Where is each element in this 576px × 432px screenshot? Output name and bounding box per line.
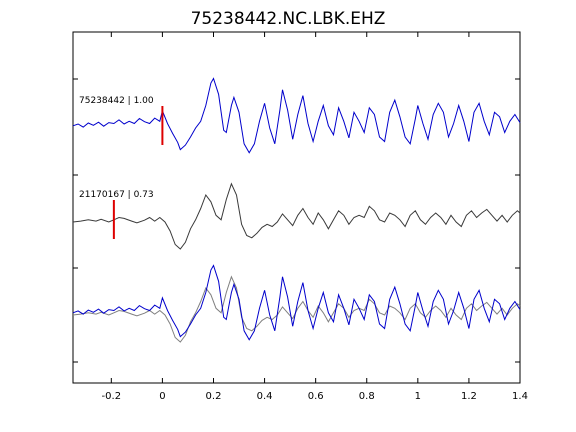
y-tick-marks xyxy=(73,78,520,363)
x-tick-label: -0.2 xyxy=(102,391,122,402)
trace-label-2: 21170167 | 0.73 xyxy=(79,190,154,200)
chart-title: 75238442.NC.LBK.EHZ xyxy=(191,9,386,29)
waveform-trace-1 xyxy=(72,77,521,154)
x-tick-label: 1.4 xyxy=(512,391,528,402)
trace-layer xyxy=(72,77,521,343)
x-tick-label: 0.4 xyxy=(257,391,273,402)
plot-area xyxy=(72,31,521,384)
trace-label-1: 75238442 | 1.00 xyxy=(79,96,154,106)
x-tick-label: 0.6 xyxy=(308,391,324,402)
x-tick-label: 0.8 xyxy=(359,391,375,402)
plot-frame xyxy=(72,31,521,384)
x-tick-label: 0 xyxy=(159,391,165,402)
trace-label-layer: 75238442 | 1.00 21170167 | 0.73 xyxy=(79,96,154,200)
overlay-template-trace xyxy=(72,275,521,343)
x-axis: -0.2 0 0.2 0.4 0.6 0.8 1 1.2 1.4 xyxy=(102,32,528,402)
overlay-master-trace xyxy=(72,264,521,341)
waveform-trace-2 xyxy=(72,182,521,250)
x-tick-label: 1.2 xyxy=(461,391,477,402)
x-tick-label: 1 xyxy=(415,391,421,402)
x-tick-label: 0.2 xyxy=(206,391,222,402)
